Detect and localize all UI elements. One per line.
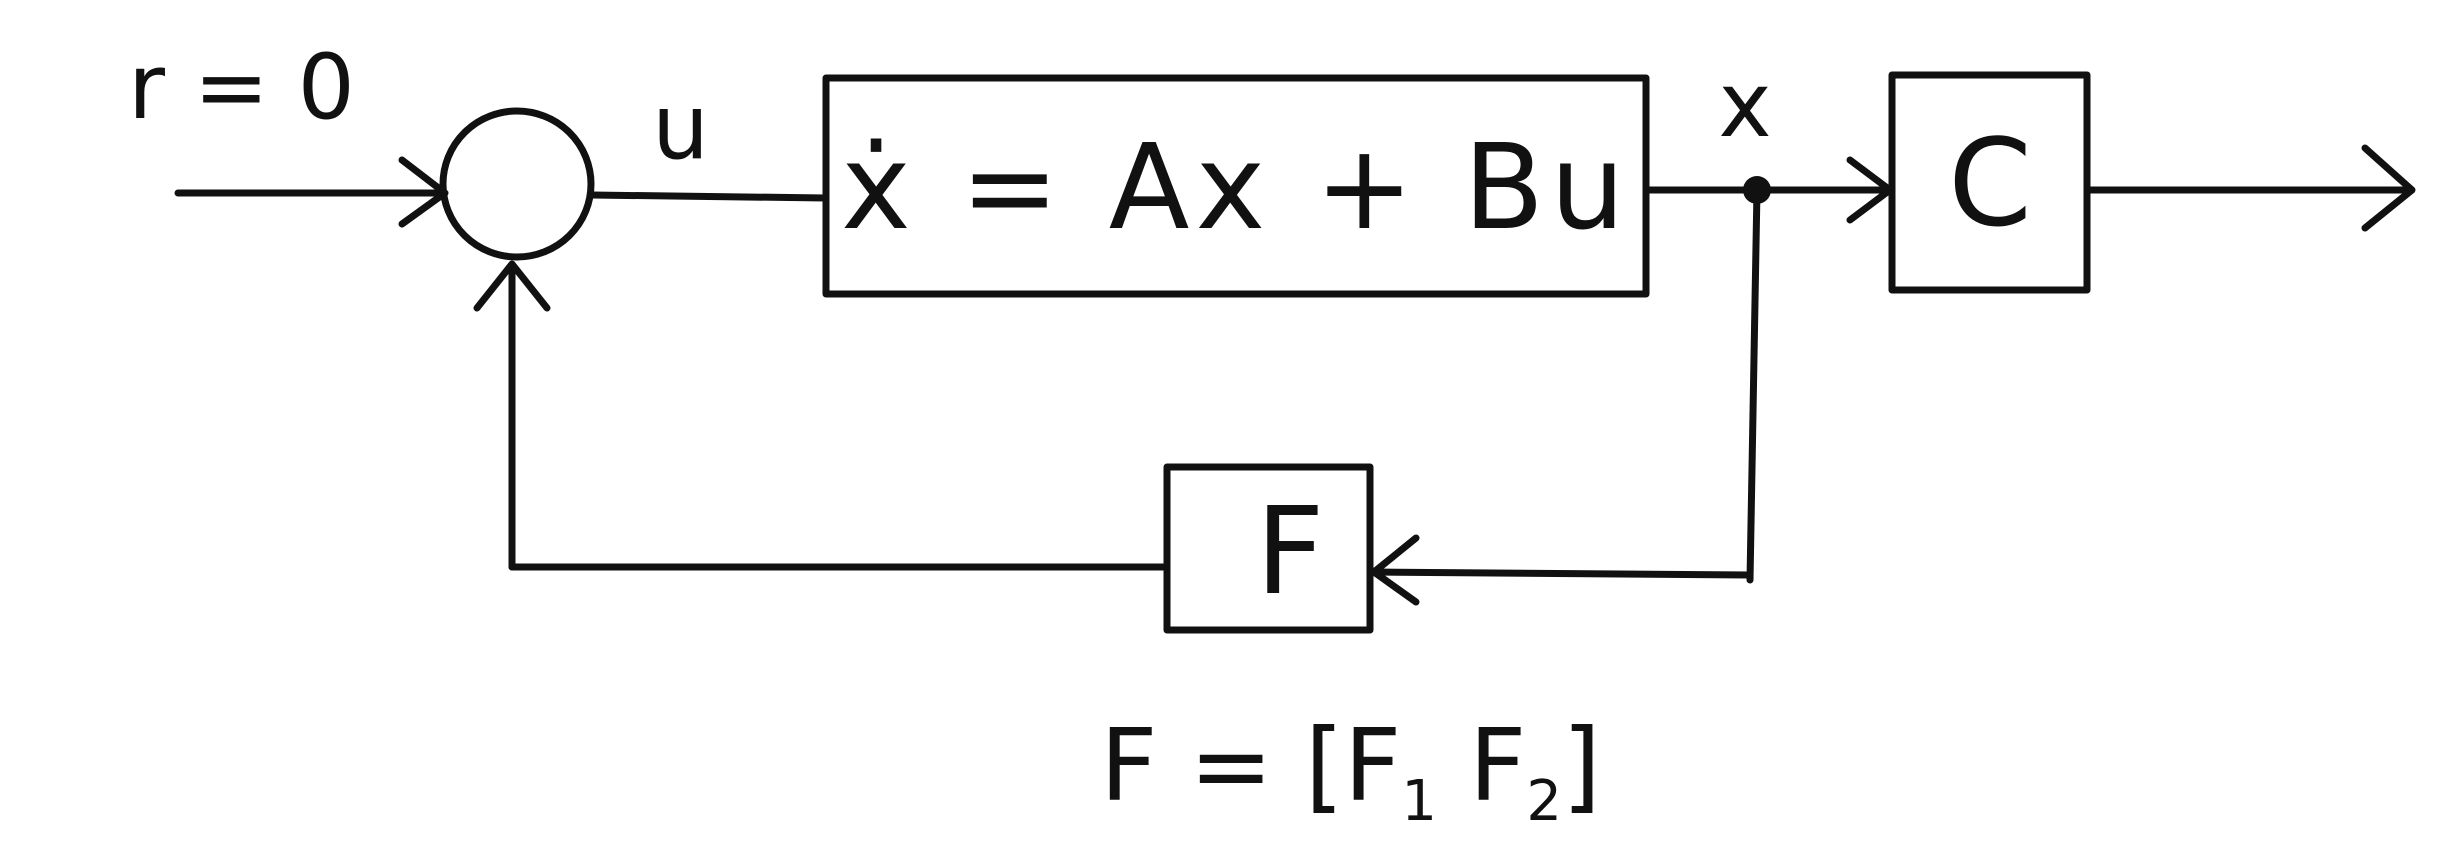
control-signal-label: u — [652, 75, 709, 180]
output-block-label: C — [1948, 115, 2032, 254]
plant-equation: ẋ = Ax + Bu — [841, 118, 1631, 256]
feedback-block-label: F — [1255, 483, 1324, 622]
feedback-block — [1163, 463, 1374, 634]
plant-block — [822, 74, 1650, 298]
gain-definition-sub1: 1 — [1401, 769, 1437, 834]
control-signal-line — [588, 191, 830, 202]
output-block — [1888, 71, 2091, 294]
gain-definition-middle: F — [1437, 707, 1526, 824]
feedback-sum-arrow-icon — [473, 260, 551, 312]
gain-definition-sub2: 2 — [1526, 769, 1562, 834]
gain-definition-suffix: ] — [1562, 707, 1601, 824]
state-signal-label: x — [1718, 53, 1771, 158]
output-arrow-icon — [2361, 144, 2416, 232]
summing-junction — [439, 107, 595, 261]
gain-definition: F = [F1 F2] — [1100, 707, 1601, 834]
gain-definition-prefix: F = [F — [1100, 707, 1401, 824]
feedback-down-line — [1746, 186, 1761, 584]
reference-label: r = 0 — [128, 35, 355, 140]
feedback-right-line — [1368, 568, 1754, 579]
feedback-gain-arrow-icon — [1370, 534, 1420, 606]
